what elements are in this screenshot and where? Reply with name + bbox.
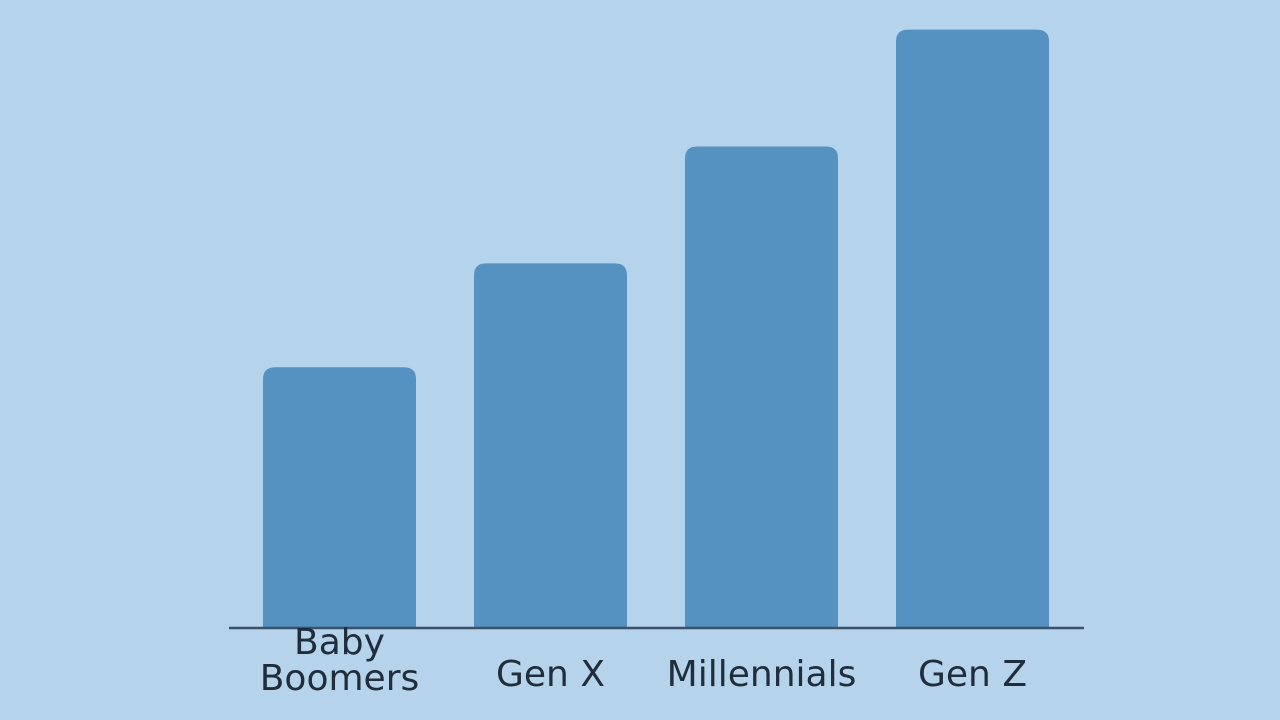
category-labels: Baby Boomers Gen X Millennials Gen Z xyxy=(260,622,1027,699)
category-label-millennials: Millennials xyxy=(667,654,857,695)
bars-layer xyxy=(263,29,1049,628)
category-label-gen-z: Gen Z xyxy=(918,654,1027,695)
bar-baby-boomers xyxy=(263,367,416,627)
category-label-gen-x: Gen X xyxy=(496,654,605,695)
category-label-baby-boomers: Baby Boomers xyxy=(260,622,420,699)
bar-gen-x xyxy=(474,263,627,627)
bar-gen-z xyxy=(896,29,1049,628)
bar-millennials xyxy=(685,146,838,627)
